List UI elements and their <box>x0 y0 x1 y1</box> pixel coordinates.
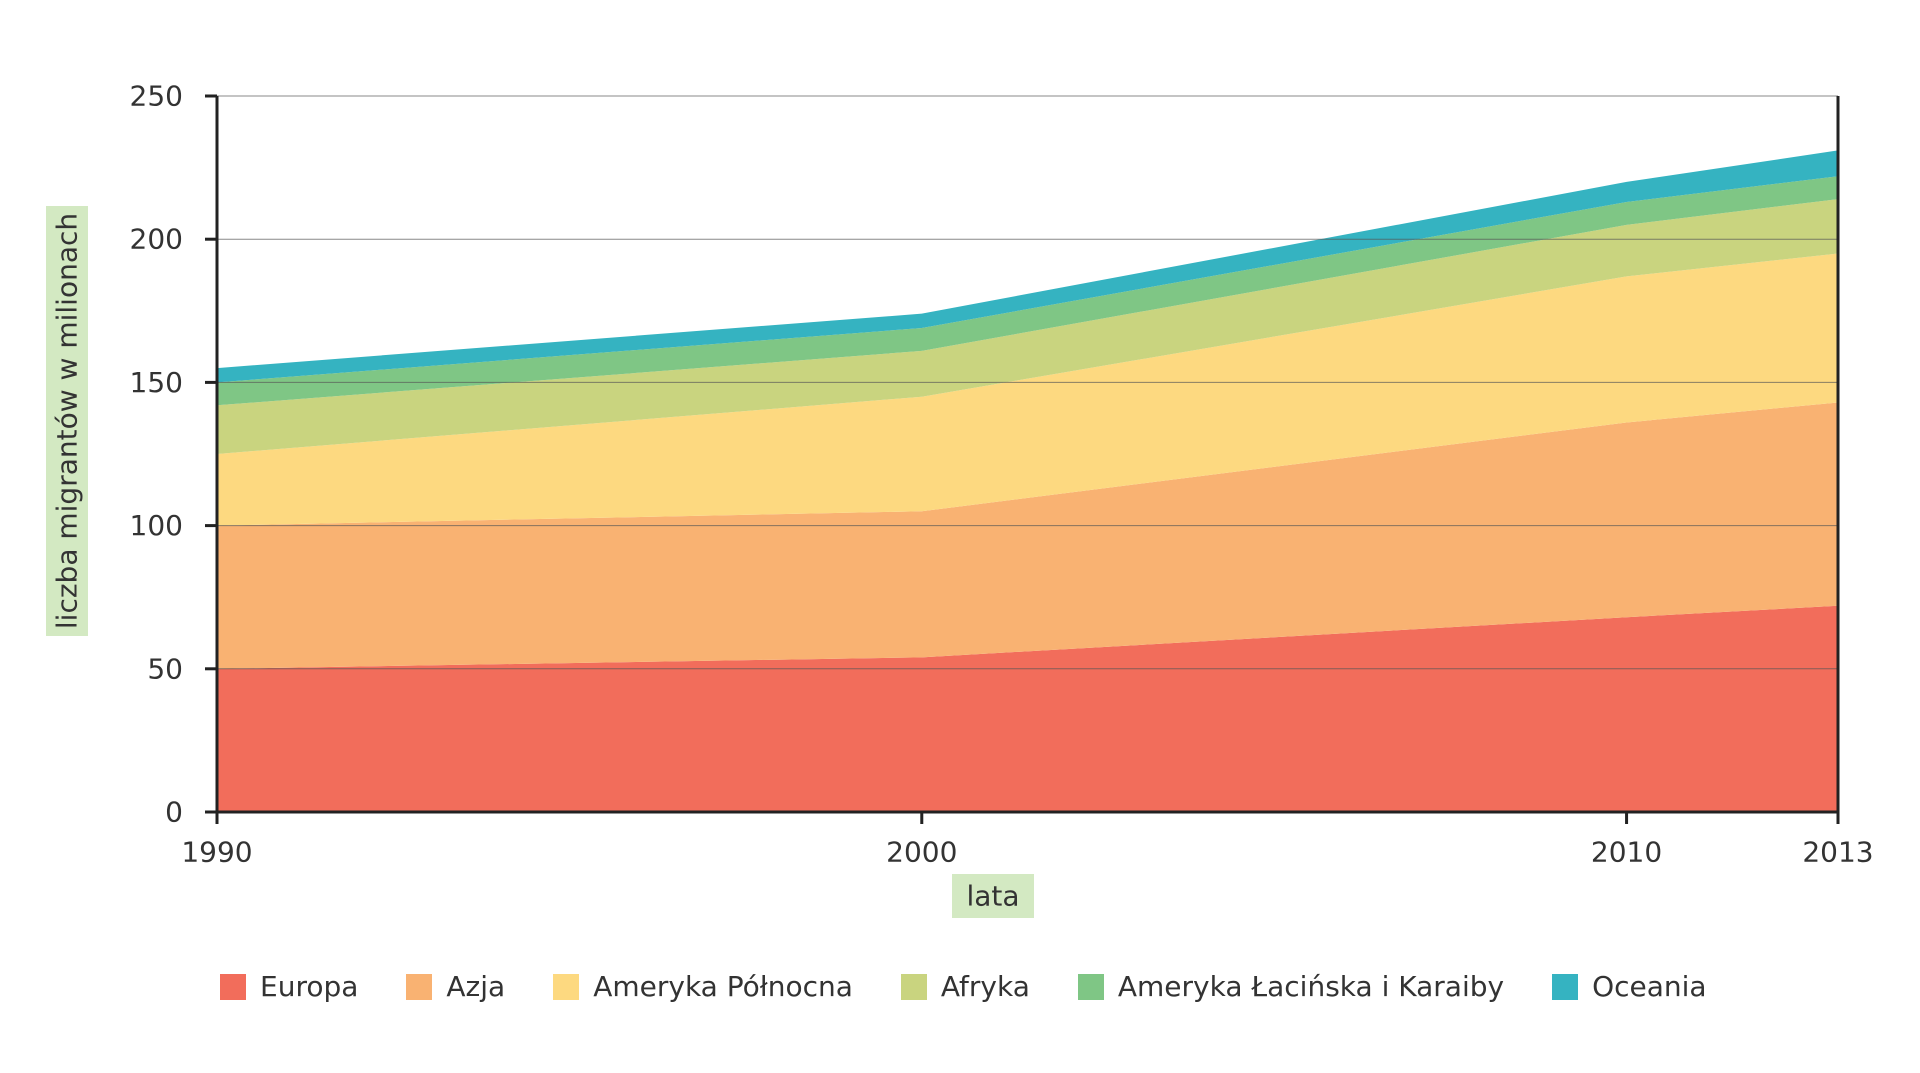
legend-item: Ameryka Północna <box>553 970 853 1003</box>
area-ameryka-polnocna <box>217 253 1838 526</box>
y-axis-title-box <box>46 206 88 636</box>
x-tick-labels: 1990 2000 2010 2013 <box>181 812 1874 869</box>
legend-swatch <box>406 973 433 1000</box>
legend-swatch <box>900 973 927 1000</box>
legend-label: Afryka <box>940 970 1030 1003</box>
legend-label: Azja <box>446 970 506 1003</box>
area-azja <box>217 402 1838 669</box>
area-europa <box>217 605 1838 812</box>
area-oceania <box>217 150 1838 383</box>
legend-label: Ameryka Północna <box>593 970 853 1003</box>
y-tick-label-200: 200 <box>130 223 183 256</box>
y-tick-label-150: 150 <box>130 366 183 399</box>
y-tick-label-0: 0 <box>165 796 183 829</box>
x-tick-label-2010: 2010 <box>1591 836 1662 869</box>
x-tick-label-2000: 2000 <box>886 836 957 869</box>
y-tick-label-100: 100 <box>130 509 183 542</box>
axes <box>215 96 1840 814</box>
legend-swatch <box>553 973 580 1000</box>
y-tick-label-250: 250 <box>130 80 183 113</box>
x-axis-title-group: lata <box>952 874 1034 918</box>
y-axis-title: liczba migrantów w milionach <box>51 213 84 629</box>
legend-item: Afryka <box>900 970 1030 1003</box>
legend-swatch <box>220 973 246 1000</box>
y-axis-title-group: liczba migrantów w milionach <box>46 206 88 636</box>
y-tick-label-50: 50 <box>147 652 183 685</box>
legend-swatch <box>1077 973 1104 1000</box>
legend: Europa Azja Ameryka Północna Afryka Ameryka … <box>220 970 1755 1003</box>
gridlines <box>217 95 1838 670</box>
legend-label: Oceania <box>1592 970 1707 1003</box>
legend-label: Europa <box>260 970 359 1003</box>
legend-item: Ameryka Łacińska i Karaiby <box>1077 970 1505 1003</box>
x-tick-label-1990: 1990 <box>181 836 252 869</box>
legend-label: Ameryka Łacińska i Karaiby <box>1117 970 1505 1003</box>
area-afryka <box>217 199 1838 454</box>
x-axis-title: lata <box>966 880 1019 913</box>
legend-item: Oceania <box>1552 970 1707 1003</box>
legend-item: Azja <box>406 970 505 1003</box>
area-layer <box>217 150 1838 812</box>
legend-item: Europa <box>220 970 358 1003</box>
x-axis-title-box <box>952 874 1034 918</box>
x-tick-label-2013: 2013 <box>1802 836 1873 869</box>
y-tick-labels: 0 50 100 150 200 250 <box>130 80 217 829</box>
legend-swatch <box>1552 973 1579 1000</box>
